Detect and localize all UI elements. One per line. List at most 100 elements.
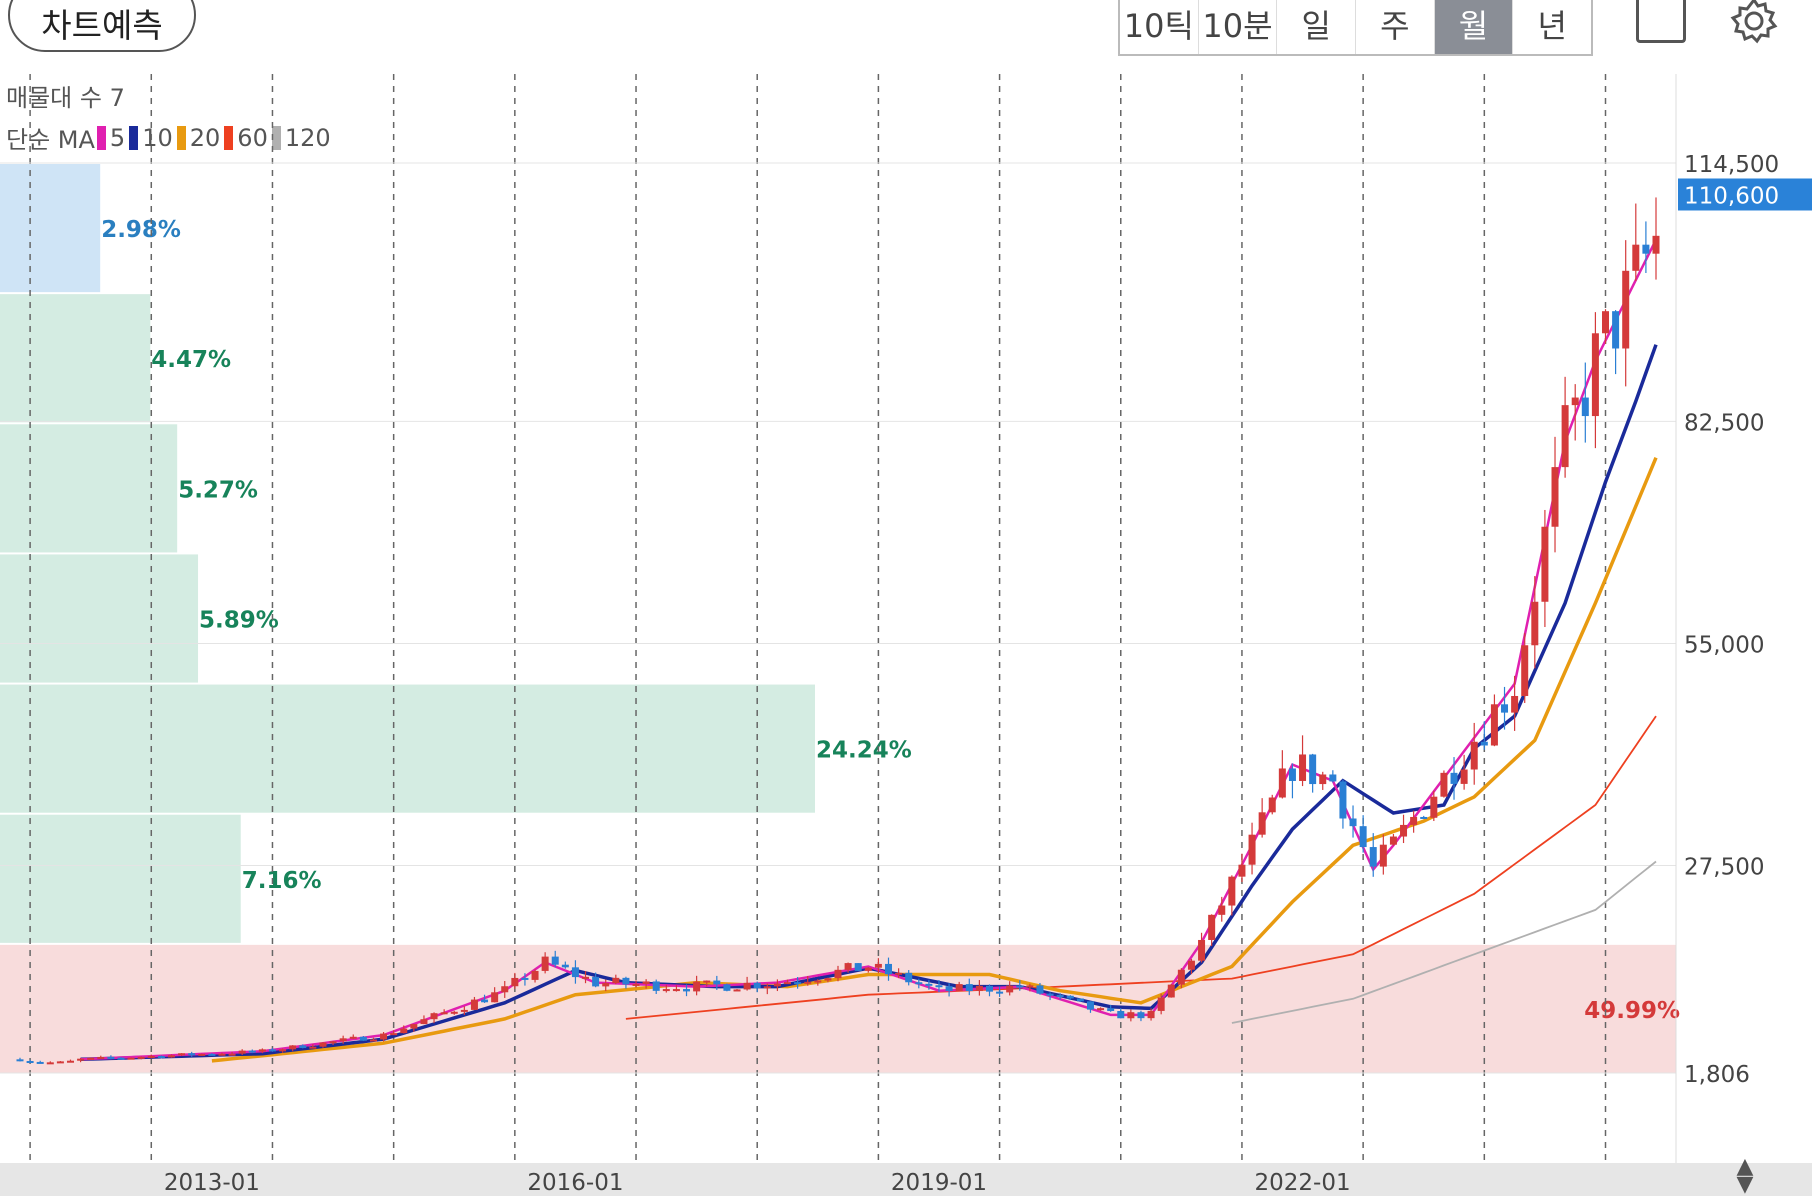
candle-body [723, 984, 731, 991]
candle-body [1026, 985, 1034, 988]
candle-body [127, 1057, 135, 1060]
chart-predict-button[interactable]: 차트예측 [8, 0, 196, 52]
candle-body [511, 977, 519, 987]
candle-body [784, 982, 792, 985]
candle-body [380, 1033, 388, 1040]
candle-body [895, 972, 903, 975]
candle-body [1642, 244, 1650, 254]
tab-day[interactable]: 일 [1277, 0, 1357, 54]
candle-body [319, 1042, 327, 1047]
ma-5-swatch [96, 125, 106, 150]
ma-120-swatch [271, 125, 281, 150]
candle-body [349, 1036, 357, 1039]
candle-body [794, 982, 802, 985]
candle-body [1369, 847, 1377, 867]
tab-10-tick[interactable]: 10틱 [1120, 0, 1199, 54]
candle-body [1602, 311, 1610, 334]
candle-body [279, 1049, 287, 1052]
candle-body [1137, 1012, 1145, 1019]
candle-body [359, 1036, 367, 1041]
candle-body [1490, 704, 1498, 746]
candle-body [1147, 1010, 1155, 1019]
x-tick-label: 2022-01 [1254, 1170, 1350, 1196]
candle-body [733, 989, 741, 992]
ma-60-label: 60 [237, 123, 268, 152]
current-price-label: 110,600 [1684, 183, 1779, 209]
volume-profile-bar [0, 164, 101, 293]
candle-body [642, 981, 650, 984]
period-selector: 10틱 10분 일 주 월 년 [1118, 0, 1593, 56]
candle-body [582, 976, 590, 979]
gear-icon[interactable] [1728, 0, 1780, 46]
candle-body [1521, 645, 1529, 696]
candle-body [1157, 997, 1165, 1011]
candle-body [1531, 601, 1539, 646]
candle-body [66, 1060, 74, 1063]
candle-body [289, 1045, 297, 1050]
candle-body [1571, 397, 1579, 406]
candle-body [1278, 768, 1286, 798]
candle-body [1329, 774, 1337, 782]
tab-year[interactable]: 년 [1537, 7, 1567, 45]
candle-body [369, 1039, 377, 1042]
ma-60-line [625, 715, 1657, 1020]
candle-body [430, 1013, 438, 1020]
ma-60-swatch [224, 125, 234, 150]
y-tick-label: 27,500 [1684, 855, 1764, 881]
candle-body [1198, 939, 1206, 961]
candle-body [571, 967, 579, 978]
candle-body [87, 1057, 95, 1060]
ma-5-line [80, 239, 1658, 1061]
candle-body [1511, 695, 1519, 713]
candle-body [1450, 772, 1458, 784]
candle-body [208, 1053, 216, 1056]
candle-body [218, 1053, 226, 1056]
candle-body [178, 1053, 186, 1056]
candle-body [1410, 816, 1418, 825]
y-tick-label: 82,500 [1684, 410, 1764, 436]
candle-body [1309, 754, 1317, 785]
candle-body [541, 956, 549, 971]
candle-body [1339, 781, 1347, 819]
candle-body [1359, 826, 1367, 848]
candle-body [965, 984, 973, 992]
candle-body [248, 1050, 256, 1053]
ma-20-label: 20 [189, 123, 221, 152]
candle-body [753, 982, 761, 989]
candle-body [1238, 864, 1246, 877]
tab-week[interactable]: 주 [1356, 0, 1435, 54]
ma-legend: 단순 MA 5 10 20 60 120 [6, 120, 333, 155]
ma-10-label: 10 [142, 123, 173, 152]
candle-body [1389, 836, 1397, 845]
candle-body [107, 1056, 115, 1059]
tab-month[interactable]: 월 [1434, 0, 1514, 54]
candle-body [1581, 397, 1589, 417]
volume-profile-label: 2.98% [101, 217, 181, 243]
candle-body [864, 967, 872, 971]
candle-body [56, 1061, 64, 1064]
tab-10-min[interactable]: 10분 [1199, 0, 1278, 54]
candle-body [450, 1011, 458, 1014]
candle-body [198, 1053, 206, 1056]
candle-body [1086, 1001, 1094, 1010]
candle-body [1319, 774, 1327, 785]
candle-body [884, 963, 892, 975]
candle-body [602, 983, 610, 987]
candle-body [551, 956, 559, 965]
candle-body [147, 1055, 155, 1058]
candle-body [905, 972, 913, 983]
candle-body [1036, 985, 1044, 994]
x-axis-band [0, 1163, 1812, 1196]
candle-body [1430, 796, 1438, 818]
scroll-arrows-icon[interactable]: ▲ ▼ [1736, 1154, 1754, 1197]
fullscreen-icon[interactable] [1636, 0, 1686, 43]
candle-body [703, 980, 711, 983]
candle-body [561, 964, 569, 968]
candle-body [985, 985, 993, 992]
candle-body [1460, 769, 1468, 784]
candle-body [925, 983, 933, 986]
candle-body [390, 1033, 398, 1036]
candle-body [1167, 984, 1175, 998]
candle-body [662, 989, 670, 992]
